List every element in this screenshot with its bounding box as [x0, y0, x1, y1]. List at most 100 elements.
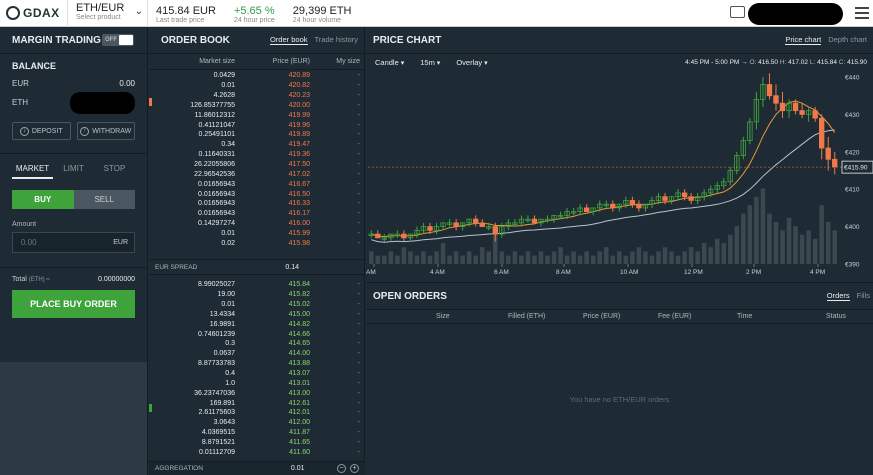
ask-row[interactable]: 0.01656943 416.50 - [149, 189, 365, 199]
volume-bar [610, 255, 616, 264]
bid-row[interactable]: 169.891 412.61 - [149, 398, 365, 408]
tab-depth-chart[interactable]: Depth chart [828, 35, 867, 44]
bid-row[interactable]: 0.4 413.07 - [149, 369, 365, 379]
bid-row[interactable]: 16.9891 414.82 - [149, 319, 365, 329]
deposit-button[interactable]: ↓ DEPOSIT [12, 122, 71, 140]
ask-row[interactable]: 0.01 420.82 - [149, 81, 365, 91]
bid-row[interactable]: 36.23747036 413.00 - [149, 388, 365, 398]
aggregation-bar: AGGREGATION 0.01 − + [149, 461, 365, 475]
my-size: - [357, 281, 360, 289]
volume-bar [512, 251, 518, 264]
tab-market[interactable]: MARKET [12, 164, 53, 179]
ask-row[interactable]: 0.14297274 416.00 - [149, 219, 365, 229]
candle-body [590, 207, 596, 213]
volume-bar [499, 251, 505, 264]
total-row: Total (ETH) ≈ 0.00000000 [0, 268, 147, 283]
volume-bar [434, 251, 439, 264]
price: 415.02 [288, 301, 310, 309]
menu-icon[interactable] [855, 7, 869, 22]
my-size: - [357, 170, 360, 178]
ask-row[interactable]: 26.22055806 417.50 - [149, 160, 365, 170]
volume-bar [708, 247, 713, 264]
interval-dropdown[interactable]: 15m [420, 58, 440, 67]
buy-button[interactable]: BUY [12, 190, 74, 209]
ask-row[interactable]: 0.11640331 419.36 - [149, 150, 365, 160]
tab-trade-history[interactable]: Trade history [314, 35, 359, 44]
bid-row[interactable]: 2.61175603 412.01 - [149, 408, 365, 418]
ask-row[interactable]: 0.01656943 416.67 - [149, 179, 365, 189]
spread-value: 0.14 [285, 263, 299, 271]
bid-row[interactable]: 3.0643 412.00 - [149, 418, 365, 428]
price: 419.36 [288, 151, 310, 159]
ask-row[interactable]: 22.96542536 417.02 - [149, 169, 365, 179]
bid-row[interactable]: 13.4334 415.00 - [149, 310, 365, 320]
bid-row[interactable]: 0.01112709 411.60 - [149, 447, 365, 457]
candle-body [623, 200, 629, 205]
amount-input[interactable]: 0.00 EUR [12, 232, 135, 253]
candle-body [505, 222, 512, 228]
left-bottom-filler [0, 362, 147, 475]
my-size: - [357, 389, 360, 397]
aggregation-minus-icon[interactable]: − [337, 464, 346, 473]
volume-bar [728, 234, 733, 264]
bid-row[interactable]: 0.0637 414.00 - [149, 349, 365, 359]
tab-stop[interactable]: STOP [103, 164, 126, 173]
margin-toggle[interactable]: OFF [102, 34, 134, 46]
aggregation-plus-icon[interactable]: + [350, 464, 359, 473]
bid-row[interactable]: 19.00 415.82 - [149, 290, 365, 300]
candlestick-chart[interactable]: €440 €430 €420 €410 €400 €390 €415.90 AM 4 AM 6 A… [366, 71, 873, 282]
ask-row[interactable]: 0.01656943 416.17 - [149, 209, 365, 219]
bid-row[interactable]: 8.8791521 411.65 - [149, 438, 365, 448]
y-tick-label: €400 [845, 224, 860, 231]
my-size: - [357, 111, 360, 119]
ask-row[interactable]: 0.02 415.98 - [149, 238, 365, 248]
bid-row[interactable]: 8.87733783 413.88 - [149, 359, 365, 369]
ask-row[interactable]: 11.86012312 419.99 - [149, 110, 365, 120]
bid-row[interactable]: 0.74601239 414.66 - [149, 329, 365, 339]
bid-row[interactable]: 1.0 413.01 - [149, 378, 365, 388]
gdax-logo[interactable]: GDAX [0, 0, 68, 27]
ask-row[interactable]: 4.2628 420.23 - [149, 91, 365, 101]
place-buy-order-button[interactable]: PLACE BUY ORDER [12, 290, 135, 318]
withdraw-label: WITHDRAW [92, 127, 132, 135]
ask-row[interactable]: 0.0429 420.89 - [149, 71, 365, 81]
ask-row[interactable]: 0.25491101 419.89 - [149, 130, 365, 140]
aggregation-label: AGGREGATION [155, 465, 203, 472]
tab-fills[interactable]: Fills [856, 291, 870, 300]
top-bar: GDAX ETH/EUR Select product ⌄ 415.84 EUR… [0, 0, 873, 27]
chat-icon[interactable] [730, 6, 745, 18]
ask-row[interactable]: 0.01656943 416.33 - [149, 199, 365, 209]
ask-row[interactable]: 0.34 419.47 - [149, 140, 365, 150]
ask-row[interactable]: 0.41121047 419.96 - [149, 120, 365, 130]
candle-body [642, 203, 649, 209]
user-account-redacted[interactable] [748, 3, 843, 25]
bid-row[interactable]: 0.01 415.02 - [149, 300, 365, 310]
market-size: 0.01656943 [198, 180, 235, 188]
overlay-dropdown[interactable]: Overlay [456, 58, 487, 67]
bid-row[interactable]: 8.99025027 415.84 - [149, 280, 365, 290]
candle-body [427, 226, 433, 231]
tab-limit[interactable]: LIMIT [63, 164, 84, 173]
volume-bar [675, 255, 681, 264]
ask-row[interactable]: 126.85377755 420.00 - [149, 101, 365, 111]
bid-row[interactable]: 0.3 414.65 - [149, 339, 365, 349]
chart-type-dropdown[interactable]: Candle [375, 58, 404, 67]
margin-header: MARGIN TRADING OFF [0, 27, 147, 54]
candle-body [760, 84, 766, 100]
candle-body [420, 226, 427, 231]
open-orders-panel: OPEN ORDERS Orders Fills Size Filled (ET… [366, 282, 873, 475]
volume-bar [812, 238, 818, 264]
market-size: 1.0 [225, 379, 235, 387]
tab-orders[interactable]: Orders [826, 291, 850, 301]
x-tick-label: 12 PM [684, 269, 703, 276]
volume-bar [643, 251, 648, 264]
ask-row[interactable]: 0.01 415.99 - [149, 229, 365, 239]
sell-button[interactable]: SELL [73, 190, 135, 209]
product-name: ETH/EUR [76, 1, 125, 14]
tab-order-book[interactable]: Order book [269, 35, 308, 45]
product-selector[interactable]: ETH/EUR Select product ⌄ [68, 0, 148, 27]
withdraw-button[interactable]: ↑ WITHDRAW [76, 122, 135, 140]
tab-price-chart[interactable]: Price chart [785, 35, 822, 45]
volume-bar [506, 255, 511, 264]
bid-row[interactable]: 4.0369515 411.87 - [149, 428, 365, 438]
